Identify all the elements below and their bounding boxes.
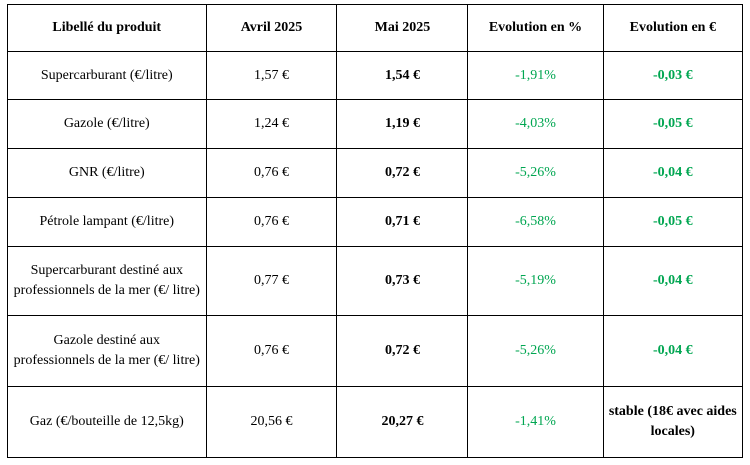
evolution-euro-cell: -0,04 € — [602, 148, 744, 198]
product-label-cell: Supercarburant destiné aux professionnel… — [7, 246, 207, 316]
may-price-cell: 0,71 € — [336, 197, 469, 247]
table-row: Gazole destiné aux professionnels de la … — [7, 315, 744, 387]
table-row: GNR (€/litre) 0,76 € 0,72 € -5,26% -0,04… — [7, 148, 744, 198]
evolution-percent-cell: -4,03% — [467, 99, 604, 149]
may-price-cell: 1,19 € — [336, 99, 469, 149]
evolution-percent-cell: -6,58% — [467, 197, 604, 247]
product-label-cell: GNR (€/litre) — [7, 148, 207, 198]
product-label-cell: Pétrole lampant (€/litre) — [7, 197, 207, 247]
header-product-label: Libellé du produit — [7, 4, 207, 52]
evolution-euro-stable-cell: stable (18€ avec aides locales) — [602, 386, 744, 458]
may-price-cell: 0,72 € — [336, 148, 469, 198]
evolution-percent-cell: -5,26% — [467, 148, 604, 198]
fuel-price-table: Libellé du produit Avril 2025 Mai 2025 E… — [7, 4, 744, 458]
april-price-cell: 20,56 € — [205, 386, 338, 458]
table-row: Supercarburant (€/litre) 1,57 € 1,54 € -… — [7, 51, 744, 100]
header-evolution-percent: Evolution en % — [467, 4, 604, 52]
product-label-cell: Gazole (€/litre) — [7, 99, 207, 149]
table-header-row: Libellé du produit Avril 2025 Mai 2025 E… — [7, 4, 744, 52]
evolution-euro-cell: -0,03 € — [602, 51, 744, 100]
table-row: Pétrole lampant (€/litre) 0,76 € 0,71 € … — [7, 197, 744, 247]
evolution-percent-cell: -1,41% — [467, 386, 604, 458]
may-price-cell: 0,73 € — [336, 246, 469, 316]
product-label-cell: Supercarburant (€/litre) — [7, 51, 207, 100]
may-price-cell: 0,72 € — [336, 315, 469, 387]
evolution-euro-cell: -0,05 € — [602, 99, 744, 149]
april-price-cell: 0,76 € — [205, 197, 338, 247]
evolution-euro-cell: -0,04 € — [602, 246, 744, 316]
header-april-2025: Avril 2025 — [205, 4, 338, 52]
april-price-cell: 0,76 € — [205, 148, 338, 198]
evolution-percent-cell: -5,26% — [467, 315, 604, 387]
table-row: Gaz (€/bouteille de 12,5kg) 20,56 € 20,2… — [7, 386, 744, 458]
product-label-cell: Gaz (€/bouteille de 12,5kg) — [7, 386, 207, 458]
header-may-2025: Mai 2025 — [336, 4, 469, 52]
table-row: Gazole (€/litre) 1,24 € 1,19 € -4,03% -0… — [7, 99, 744, 149]
may-price-cell: 20,27 € — [336, 386, 469, 458]
evolution-percent-cell: -1,91% — [467, 51, 604, 100]
april-price-cell: 0,76 € — [205, 315, 338, 387]
evolution-percent-cell: -5,19% — [467, 246, 604, 316]
april-price-cell: 1,24 € — [205, 99, 338, 149]
header-evolution-euro: Evolution en € — [602, 4, 744, 52]
evolution-euro-cell: -0,04 € — [602, 315, 744, 387]
product-label-cell: Gazole destiné aux professionnels de la … — [7, 315, 207, 387]
april-price-cell: 0,77 € — [205, 246, 338, 316]
may-price-cell: 1,54 € — [336, 51, 469, 100]
april-price-cell: 1,57 € — [205, 51, 338, 100]
table-row: Supercarburant destiné aux professionnel… — [7, 246, 744, 316]
evolution-euro-cell: -0,05 € — [602, 197, 744, 247]
